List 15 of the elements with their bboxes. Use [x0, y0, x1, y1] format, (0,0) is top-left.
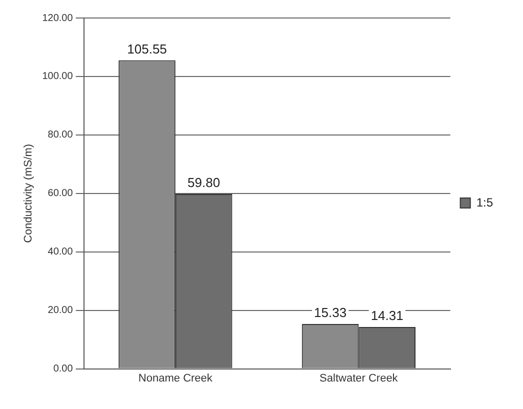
y-axis-title: Conductivity (mS/m) — [22, 144, 35, 243]
x-tick-label: Saltwater Creek — [320, 372, 398, 384]
data-label: 15.33 — [314, 305, 347, 320]
data-label: 59.80 — [188, 175, 220, 190]
data-label: 105.55 — [127, 41, 167, 56]
y-tick-label: 100.00 — [42, 71, 74, 82]
y-tick-label: 120.00 — [42, 12, 74, 24]
y-tick-label: 0.00 — [53, 364, 74, 375]
data-label: 14.31 — [370, 308, 404, 324]
y-tick-label: 20.00 — [48, 305, 74, 316]
y-tick-label: 80.00 — [48, 130, 74, 141]
legend-label: 1:5 — [476, 195, 494, 210]
y-tick-label: 60.00 — [48, 188, 74, 200]
y-tick-label: 40.00 — [48, 246, 74, 258]
x-tick-label: Noname Creek — [138, 372, 213, 384]
